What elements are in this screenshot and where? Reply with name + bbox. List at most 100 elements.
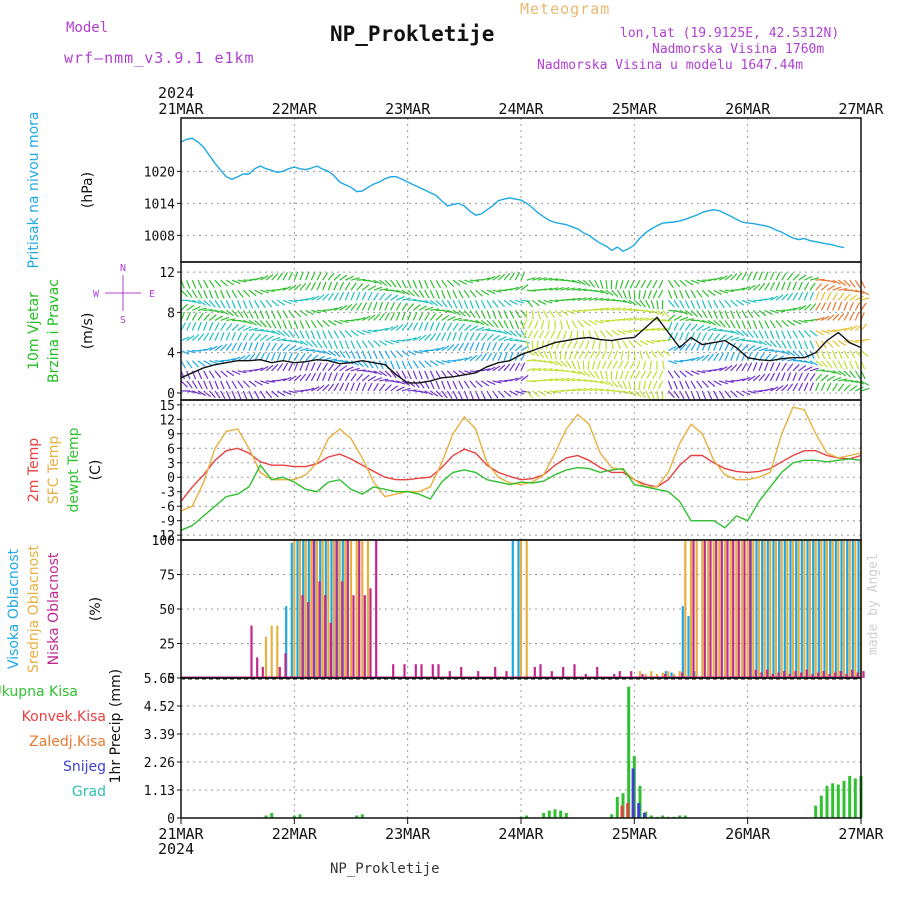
wind-barb	[492, 342, 498, 351]
wind-barb	[629, 360, 635, 370]
bar	[301, 595, 304, 678]
wind-barb	[565, 320, 571, 330]
wind-barb	[339, 281, 345, 291]
wind-barb	[344, 303, 353, 311]
wind-barb	[792, 273, 800, 281]
wind-barb	[401, 380, 411, 386]
wind-barb	[248, 353, 256, 362]
wind-barb	[520, 271, 526, 281]
wind-barb	[548, 350, 553, 360]
wind-barb	[379, 378, 389, 382]
wind-barb	[446, 289, 452, 299]
wind-barb	[203, 360, 212, 366]
wind-barb	[305, 296, 315, 301]
wind-barb	[605, 370, 608, 380]
wind-barb	[679, 316, 689, 321]
wind-barb	[514, 344, 523, 352]
wind-barb	[769, 320, 776, 329]
wind-barb	[254, 310, 259, 319]
wind-barb	[577, 279, 586, 286]
wind-barb	[310, 362, 316, 372]
wind-barb	[373, 286, 383, 291]
wind-barb	[730, 299, 738, 307]
wind-barb	[547, 320, 550, 330]
wind-barb	[458, 331, 463, 341]
wind-barb	[647, 290, 652, 299]
wind-barb	[549, 360, 558, 366]
panel-label: Srednja Oblacnost	[26, 545, 42, 673]
bar	[740, 540, 744, 678]
wind-barb	[718, 342, 724, 351]
wind-barb	[855, 289, 864, 295]
wind-barb	[600, 380, 609, 386]
wind-barb	[843, 293, 851, 301]
wind-barb	[809, 277, 819, 281]
wind-barb	[849, 301, 855, 311]
wind-barb	[237, 390, 242, 400]
wind-barb	[673, 322, 679, 331]
wind-barb	[792, 372, 797, 382]
wind-barb	[486, 366, 496, 372]
wind-barb	[435, 390, 443, 398]
wind-barb	[747, 362, 753, 372]
wind-barb	[497, 273, 506, 281]
wind-barb	[701, 310, 708, 319]
wind-barb	[792, 306, 802, 311]
bar	[862, 671, 865, 678]
wind-barb	[679, 300, 685, 309]
wind-barb	[571, 370, 581, 375]
wind-barb	[277, 338, 287, 342]
wind-barb	[310, 372, 317, 382]
wind-barb	[180, 289, 188, 298]
bar	[795, 540, 798, 678]
wind-barb	[316, 271, 322, 281]
wind-barb	[192, 299, 201, 305]
wind-barb	[684, 309, 693, 317]
wind-barb	[322, 272, 329, 281]
wind-barb	[316, 330, 321, 340]
wind-barb	[492, 299, 499, 308]
wind-barb	[390, 289, 400, 293]
wind-barb	[537, 310, 541, 320]
wind-barb	[203, 370, 209, 380]
bar	[831, 540, 834, 678]
bar	[854, 540, 857, 678]
bar	[805, 669, 808, 678]
wind-barb	[333, 330, 340, 339]
wind-barb	[713, 319, 721, 327]
wind-barb	[735, 352, 741, 361]
wind-barb	[446, 332, 452, 341]
wind-barb	[288, 310, 295, 318]
wind-barb	[197, 279, 203, 289]
wind-barb	[390, 325, 399, 332]
wind-barb	[775, 320, 783, 328]
wind-barb	[367, 285, 377, 291]
wind-barb	[242, 289, 251, 298]
y-tick-label: -12	[152, 529, 175, 544]
wind-barb	[798, 382, 804, 392]
wind-barb	[254, 342, 259, 351]
wind-barb	[792, 330, 799, 339]
wind-barb	[333, 364, 341, 372]
wind-barb	[515, 390, 525, 395]
wind-barb	[532, 367, 542, 372]
x-tick-label-top: 22MAR	[272, 100, 318, 118]
wind-barb	[509, 339, 519, 342]
wind-barb	[735, 330, 745, 337]
wind-barb	[832, 370, 842, 376]
wind-barb	[792, 281, 797, 291]
bar	[689, 540, 693, 678]
bar	[637, 803, 641, 818]
wind-barb	[645, 300, 651, 309]
wind-barb	[588, 297, 598, 301]
wind-barb	[401, 302, 408, 311]
wind-barb	[736, 378, 746, 382]
wind-barb	[578, 340, 584, 349]
wind-barb	[775, 350, 785, 354]
wind-barb	[180, 303, 188, 311]
wind-barb	[724, 320, 731, 329]
wind-barb	[592, 360, 596, 370]
bar	[420, 664, 423, 678]
wind-barb	[854, 279, 861, 289]
wind-barb	[412, 360, 419, 369]
